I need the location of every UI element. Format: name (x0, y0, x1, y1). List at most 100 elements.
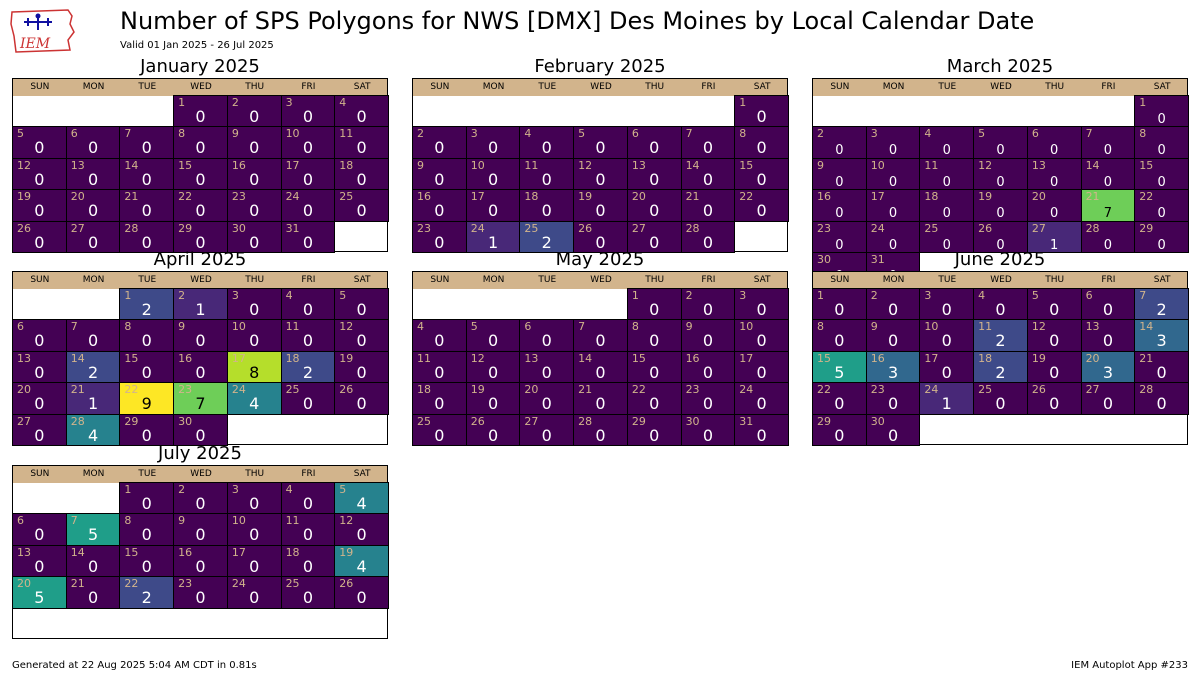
day-value: 0 (249, 494, 260, 513)
day-number: 6 (1085, 289, 1093, 302)
day-cell: 21 1 (65, 382, 121, 415)
day-cell: 20 3 (1080, 350, 1136, 384)
day-number: 13 (1085, 320, 1100, 334)
day-value: 0 (302, 394, 313, 414)
day-number: 18 (417, 383, 431, 397)
day-cell: 23 0 (680, 382, 736, 415)
day-value: 0 (487, 138, 499, 158)
day-cell: 26 0 (334, 382, 389, 415)
day-cell: 19 0 (465, 382, 521, 415)
day-value: 0 (302, 525, 313, 545)
day-number: 17 (870, 190, 885, 204)
day-cell: 18 0 (280, 544, 336, 578)
day-value: 0 (756, 107, 767, 126)
day-value: 0 (756, 300, 767, 319)
day-value: 0 (302, 300, 313, 319)
day-value: 4 (356, 556, 367, 576)
day-cell: 28 4 (65, 413, 121, 446)
day-number: 28 (70, 414, 85, 428)
day-number: 18 (524, 190, 539, 204)
day-cell: 12 0 (465, 350, 521, 384)
day-number: 12 (17, 158, 31, 172)
day-number: 20 (524, 383, 539, 397)
day-number: 21 (1085, 190, 1100, 204)
day-value: 0 (87, 331, 99, 351)
day-value: 0 (1102, 300, 1113, 319)
day-value: 7 (1103, 206, 1113, 222)
day-number: 23 (178, 577, 193, 591)
day-value: 0 (942, 237, 951, 253)
weekday-label: SAT (353, 82, 371, 92)
weekday-header: SUN MON TUE WED THU FRI SAT (813, 272, 1187, 289)
day-value: 0 (195, 169, 206, 189)
day-value: 0 (996, 143, 1005, 159)
day-cell: 11 0 (519, 157, 575, 191)
day-cell: 24 0 (865, 220, 921, 253)
day-cell: 14 2 (65, 350, 121, 384)
day-cell: 22 0 (173, 189, 228, 222)
day-number: 8 (178, 127, 186, 141)
day-number: 23 (817, 221, 831, 235)
day-value: 0 (1156, 362, 1167, 382)
logo-text: IEM (19, 36, 51, 52)
day-value: 0 (888, 143, 898, 159)
iowa-outline-shape (10, 9, 75, 53)
day-value: 0 (195, 494, 206, 513)
weekday-label: THU (1045, 275, 1065, 285)
day-cell: 18 0 (519, 189, 575, 222)
day-value: 0 (87, 138, 99, 158)
day-number: 9 (817, 158, 824, 172)
day-cell: 14 0 (1080, 157, 1136, 191)
day-number: 29 (1139, 221, 1154, 235)
day-value: 0 (1157, 237, 1166, 253)
day-value: 5 (34, 588, 45, 608)
day-value: 0 (541, 138, 552, 158)
day-cell: 11 0 (280, 319, 336, 352)
day-value: 0 (34, 138, 45, 158)
day-value: 0 (595, 394, 606, 414)
day-value: 0 (487, 201, 499, 221)
day-number: 17 (924, 351, 939, 365)
weekday-label: SUN (30, 82, 50, 92)
day-cell: 29 0 (173, 220, 228, 253)
day-number: 13 (524, 351, 539, 365)
day-cell: 15 0 (173, 157, 228, 191)
day-cell: 28 0 (1080, 220, 1136, 253)
day-number: 18 (285, 545, 300, 559)
day-value: 0 (1049, 331, 1060, 351)
day-value: 0 (887, 425, 899, 445)
day-number: 28 (1085, 221, 1100, 235)
day-value: 0 (595, 169, 606, 189)
day-cell: 16 0 (680, 350, 736, 384)
day-number: 24 (739, 383, 754, 397)
day-value: 0 (1102, 394, 1113, 414)
day-number: 19 (17, 190, 31, 204)
weekday-header: SUN MON TUE WED THU FRI SAT (813, 79, 1187, 96)
month-title: February 2025 (534, 56, 666, 77)
weekday-label: SUN (30, 469, 50, 479)
day-cell: 21 0 (573, 382, 628, 415)
day-value: 0 (487, 394, 499, 414)
chart-subtitle: Valid 01 Jan 2025 - 26 Jul 2025 (120, 40, 274, 51)
day-number: 12 (470, 351, 485, 365)
day-number: 4 (417, 320, 424, 334)
day-number: 15 (817, 351, 831, 365)
day-number: 4 (924, 127, 932, 141)
day-cell: 24 4 (226, 382, 282, 415)
day-number: 28 (1139, 383, 1154, 397)
day-number: 8 (739, 127, 747, 141)
day-number: 16 (870, 351, 885, 365)
day-value: 0 (195, 588, 206, 608)
day-number: 5 (470, 320, 478, 334)
weekday-label: FRI (301, 469, 316, 479)
day-number: 6 (17, 320, 24, 334)
